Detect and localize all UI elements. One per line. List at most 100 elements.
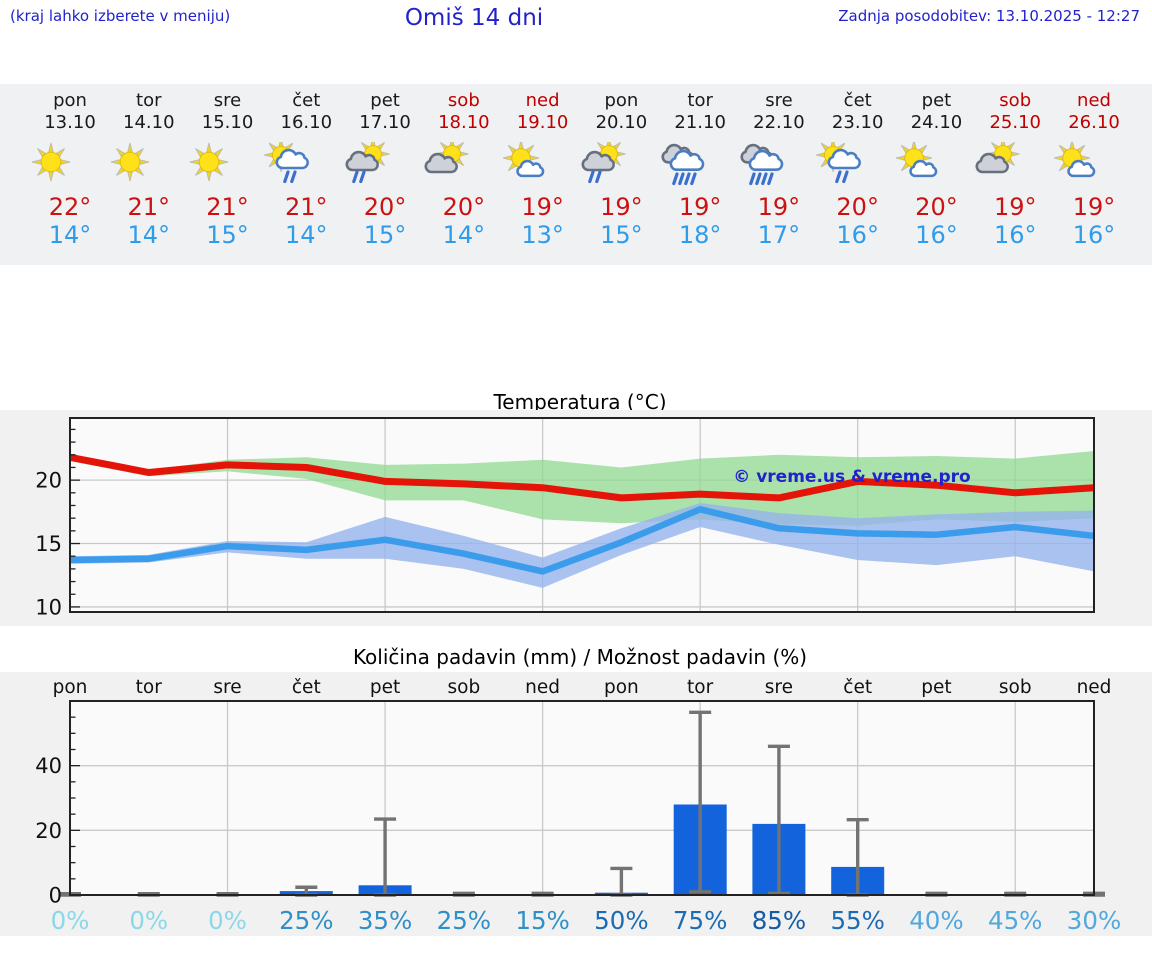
forecast-strip: pon 13.10 22° 14° tor 14.10 21° 14° sre 15.10 21° 1… (0, 84, 1152, 265)
rain-icon (657, 142, 743, 186)
day-column: ned 19.10 19° 13° (500, 84, 586, 250)
day-name: čet (292, 90, 321, 111)
low-temp: 16° (836, 221, 879, 249)
page-title: Omiš 14 dni (404, 5, 544, 31)
day-name: tor (687, 90, 713, 111)
svg-text:čet: čet (843, 677, 872, 698)
precip-probability: 25% (279, 906, 333, 935)
weather-icon-svg (424, 142, 469, 174)
svg-text:40: 40 (35, 754, 62, 778)
day-date: 25.10 (989, 112, 1041, 133)
low-temp: 15° (600, 221, 643, 249)
high-temp: 21° (285, 193, 328, 221)
high-temp: 21° (127, 193, 171, 221)
day-date: 19.10 (516, 112, 569, 133)
high-temp: 21° (206, 193, 249, 221)
weather-icon-svg (815, 142, 861, 184)
cloud-sun-icon (421, 142, 507, 186)
day-name: sre (213, 90, 242, 111)
day-column: pon 13.10 22° 14° (27, 84, 113, 250)
day-name: čet (843, 90, 872, 111)
weather-icon-svg (975, 142, 1020, 174)
low-temp: 14° (127, 221, 171, 249)
day-name: ned (525, 90, 560, 111)
day-column: pet 24.10 20° 16° (893, 84, 979, 250)
day-column: pon 20.10 19° 15° (578, 84, 664, 250)
day-date: 18.10 (438, 112, 490, 133)
high-temp: 19° (757, 193, 801, 221)
sun-cloud-rain-icon (815, 142, 901, 186)
precip-range-whisker (767, 744, 790, 896)
day-name: pon (604, 90, 639, 111)
cloudsun-rain-icon (578, 142, 664, 186)
low-temp: 18° (678, 221, 722, 249)
precip-probability: 25% (437, 906, 491, 935)
low-temp: 14° (48, 221, 92, 249)
high-temp: 20° (836, 193, 879, 221)
low-temp: 16° (1072, 221, 1116, 249)
svg-text:15: 15 (35, 532, 62, 556)
day-column: čet 16.10 21° 14° (263, 84, 349, 250)
sun-cloud-rain-icon (263, 142, 349, 186)
day-column: sre 15.10 21° 15° (185, 84, 271, 250)
heavy-rain-icon (736, 142, 822, 186)
high-temp: 22° (48, 193, 92, 221)
svg-text:sob: sob (447, 677, 480, 698)
min-temperature-line (70, 506, 1094, 575)
min-temperature-range (70, 503, 1094, 588)
high-temp: 19° (600, 193, 643, 221)
sun-smallcloud-icon (893, 142, 979, 186)
weather-icon-svg (110, 142, 149, 182)
weather-icon-svg (31, 142, 71, 182)
sun-smallcloud-icon (1051, 142, 1137, 186)
day-column: sob 18.10 20° 14° (421, 84, 507, 250)
temperature-chart-band: 10 15 20 (0, 410, 1152, 626)
day-name: pon (53, 90, 87, 111)
svg-text:ned: ned (525, 677, 560, 698)
cloudsun-rain-icon (342, 142, 428, 186)
high-temp: 19° (521, 193, 564, 221)
probability-labels: 0% 0% 0% 25% 35% 25% 15% 50% 75% 85% 55% 40% 45% 30% (51, 906, 1122, 935)
day-date: 23.10 (831, 112, 884, 133)
high-temp: 20° (363, 193, 407, 221)
day-column: sob 25.10 19° 16° (972, 84, 1058, 250)
plot-background (70, 701, 1094, 895)
weather-icon-svg (740, 143, 784, 186)
last-update: Zadnja posodobitev: 13.10.2025 - 12:27 (838, 7, 1140, 25)
high-temp: 19° (678, 193, 722, 221)
plot-border (69, 700, 1095, 896)
low-temp: 14° (442, 221, 486, 249)
day-column: čet 23.10 20° 16° (815, 84, 901, 250)
precip-probability: 50% (594, 906, 648, 935)
precip-probability: 40% (909, 906, 963, 935)
day-name: sre (765, 90, 793, 111)
precip-probability: 45% (988, 906, 1042, 935)
svg-text:tor: tor (687, 677, 714, 698)
low-temp: 16° (915, 221, 958, 249)
day-name: pet (370, 90, 400, 111)
high-temp: 20° (915, 193, 958, 221)
day-date: 16.10 (280, 112, 333, 133)
day-name: ned (1077, 90, 1111, 111)
precip-probability: 30% (1067, 906, 1121, 935)
svg-text:10: 10 (35, 595, 62, 619)
precip-probability: 35% (358, 906, 412, 935)
svg-text:sre: sre (765, 677, 793, 698)
low-temp: 13° (521, 221, 564, 249)
weather-icon-svg (581, 142, 626, 184)
day-name: tor (136, 90, 162, 111)
low-temp: 15° (206, 221, 249, 249)
high-temp: 19° (993, 193, 1037, 221)
precip-probability: 85% (752, 906, 806, 935)
svg-text:20: 20 (35, 819, 62, 843)
plot-border (69, 417, 1095, 613)
svg-text:tor: tor (136, 677, 163, 698)
day-column: sre 22.10 19° 17° (736, 84, 822, 250)
precip-probability: 55% (830, 906, 884, 935)
day-date: 20.10 (595, 112, 648, 133)
day-date: 13.10 (44, 112, 96, 133)
temperature-chart: 10 15 20 (35, 417, 1095, 619)
sun-smallcloud-icon (500, 142, 586, 186)
day-column: ned 26.10 19° 16° (1051, 84, 1137, 250)
